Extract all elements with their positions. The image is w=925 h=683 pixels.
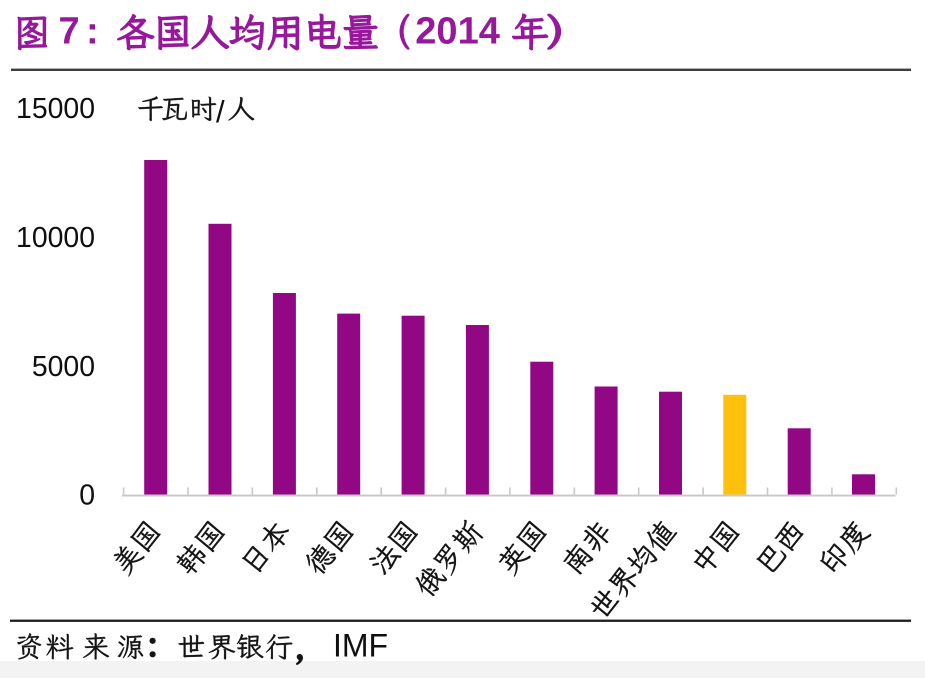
svg-text:0: 0 bbox=[79, 480, 95, 512]
svg-text:5000: 5000 bbox=[32, 351, 95, 383]
svg-text:15000: 15000 bbox=[16, 93, 95, 125]
svg-text:/: / bbox=[216, 94, 225, 129]
svg-text:10000: 10000 bbox=[16, 222, 95, 254]
svg-text:IMF: IMF bbox=[333, 628, 388, 664]
svg-text::: : bbox=[86, 11, 99, 53]
svg-text:7: 7 bbox=[59, 11, 80, 53]
svg-text:2014: 2014 bbox=[415, 11, 500, 53]
